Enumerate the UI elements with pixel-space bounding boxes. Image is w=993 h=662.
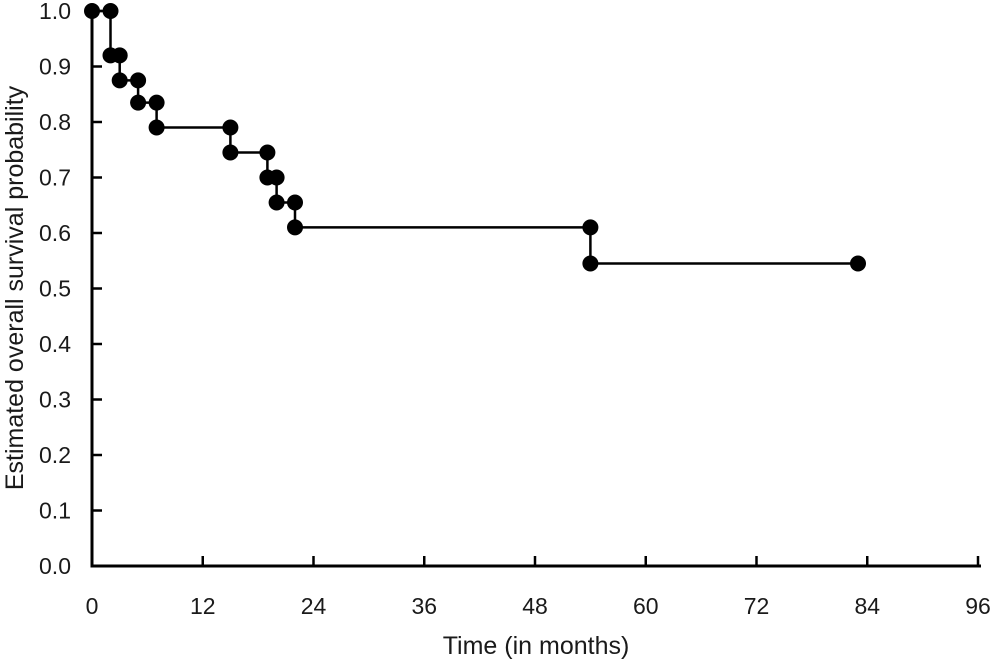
x-tick-label: 48	[522, 593, 548, 619]
data-point-marker	[287, 219, 303, 236]
data-point-marker	[148, 94, 165, 111]
data-point-marker	[582, 255, 599, 272]
y-tick-label: 1.0	[39, 0, 71, 24]
x-tick-label: 24	[301, 593, 327, 619]
survival-step-line	[92, 9, 858, 265]
x-tick-label: 84	[854, 593, 880, 619]
y-tick-label: 0.7	[39, 165, 71, 191]
x-tick-label: 72	[744, 593, 770, 619]
data-point-marker	[287, 194, 303, 211]
axes-spines	[90, 9, 981, 568]
chart-generated-layer: 0.0 0.1 0.2 0.3 0.4 0.5 0.6 0.7 0.8 0.9 1.0 0 12 24 36…	[39, 0, 991, 619]
x-tick-label: 96	[965, 593, 991, 619]
x-tick-label: 36	[411, 593, 437, 619]
x-tick-label: 12	[190, 593, 216, 619]
data-point-marker	[222, 144, 239, 161]
data-point-marker	[259, 144, 276, 161]
data-point-marker	[850, 255, 866, 272]
y-tick-label: 0.8	[39, 109, 71, 135]
x-tick-label: 60	[633, 593, 659, 619]
data-point-marker	[130, 72, 147, 89]
data-point-marker	[102, 3, 119, 19]
y-tick-label: 0.6	[39, 220, 71, 246]
x-tick-label: 0	[86, 593, 99, 619]
data-point-marker	[222, 119, 239, 136]
y-tick-label: 0.5	[39, 276, 71, 302]
data-point-marker	[268, 169, 285, 186]
data-point-marker	[582, 219, 599, 236]
data-point-marker	[268, 194, 285, 211]
y-tick-label: 0.1	[39, 498, 71, 524]
data-point-marker	[148, 119, 165, 136]
x-axis-title: Time (in months)	[443, 632, 630, 660]
data-point-marker	[84, 3, 100, 19]
y-tick-label: 0.4	[39, 331, 71, 357]
y-tick-label: 0.3	[39, 387, 71, 413]
y-tick-label: 0.2	[39, 442, 71, 468]
data-point-marker	[111, 47, 128, 64]
y-axis-title: Estimated overall survival probability	[1, 85, 29, 490]
y-tick-label: 0.9	[39, 54, 71, 80]
y-tick-label: 0.0	[39, 553, 71, 579]
data-point-marker	[130, 94, 147, 111]
data-point-marker	[111, 72, 128, 89]
